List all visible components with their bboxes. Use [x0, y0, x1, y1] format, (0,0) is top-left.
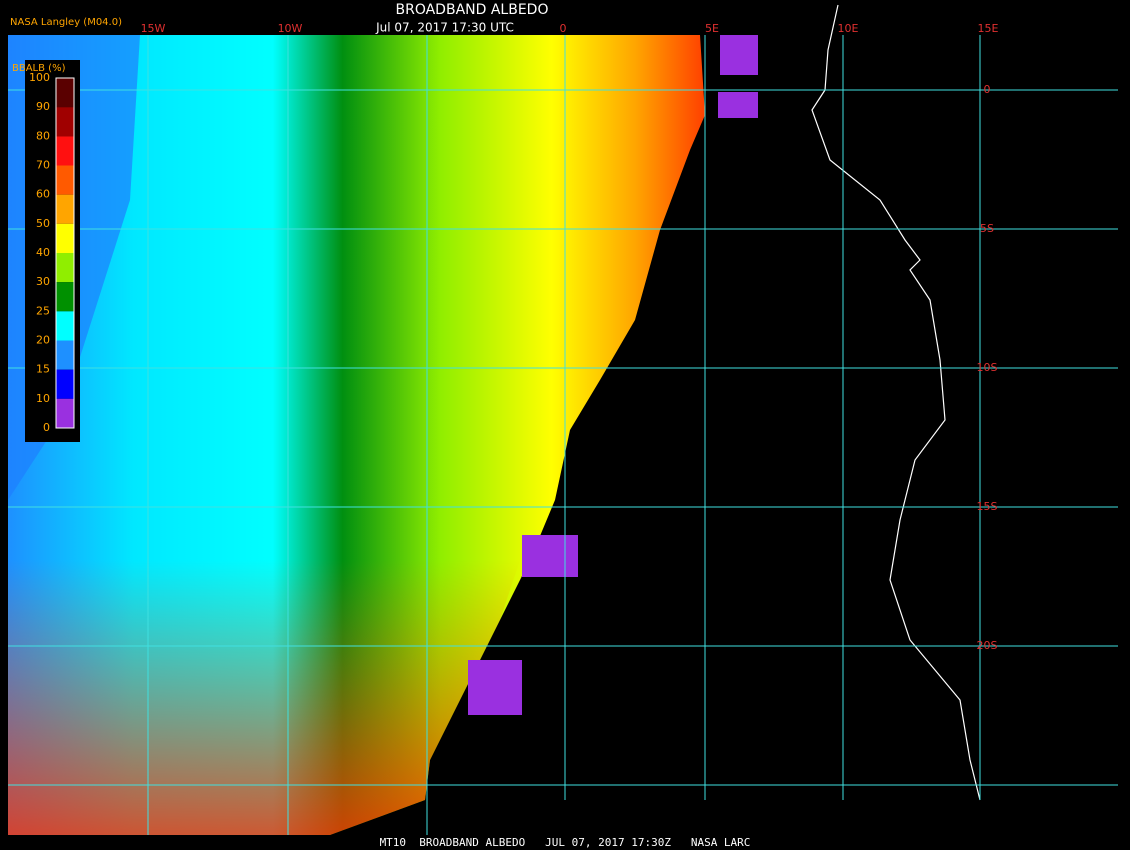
- title: BROADBAND ALBEDO: [396, 2, 549, 18]
- latitude-label: 10S: [977, 361, 998, 374]
- longitude-label: 10E: [838, 22, 859, 35]
- colorbar-label: BBALB (%): [12, 63, 66, 74]
- colorbar-segment: [56, 340, 74, 370]
- longitude-label: 10W: [278, 22, 303, 35]
- colorbar-segment: [56, 253, 74, 283]
- colorbar-tick-label: 60: [36, 188, 50, 201]
- colorbar-segment: [56, 223, 74, 253]
- colorbar-segment: [56, 107, 74, 137]
- longitude-label: 15W: [141, 22, 166, 35]
- colorbar-tick-label: 15: [36, 363, 50, 376]
- colorbar-segment: [56, 165, 74, 195]
- colorbar-segment: [56, 398, 74, 428]
- colorbar-tick-label: 0: [43, 421, 50, 434]
- colorbar-tick-label: 30: [36, 275, 50, 288]
- colorbar-segment: [56, 282, 74, 312]
- colorbar-frame: [55, 77, 75, 429]
- colorbar-segment: [56, 369, 74, 399]
- colorbar-tick-label: 10: [36, 392, 50, 405]
- colorbar-segment: [56, 78, 74, 108]
- colorbar-segment: [56, 194, 74, 224]
- footer: MT10 BROADBAND ALBEDO JUL 07, 2017 17:30…: [380, 836, 751, 849]
- subtitle: Jul 07, 2017 17:30 UTC: [375, 21, 514, 35]
- colorbar-tick-label: 100: [29, 71, 50, 84]
- latitude-label: 15S: [977, 500, 998, 513]
- colorbar-tick-label: 70: [36, 159, 50, 172]
- longitude-label: 0: [560, 22, 567, 35]
- latitude-label: 0: [984, 83, 991, 96]
- latitude-label: 20S: [977, 639, 998, 652]
- colorbar-segment: [56, 311, 74, 341]
- colorbar-segment: [56, 136, 74, 166]
- graticule: [8, 35, 1118, 835]
- albedo-field: [8, 35, 758, 835]
- colorbar-tick-label: 20: [36, 334, 50, 347]
- longitude-label: 5E: [705, 22, 719, 35]
- colorbar-tick-label: 80: [36, 129, 50, 142]
- source: NASA Langley (M04.0): [10, 17, 122, 28]
- longitude-label: 15E: [978, 22, 999, 35]
- coastline: [811, 4, 981, 801]
- colorbar-tick-label: 40: [36, 246, 50, 259]
- colorbar-tick-label: 50: [36, 217, 50, 230]
- latitude-label: 5S: [980, 222, 994, 235]
- colorbar-tick-label: 25: [36, 304, 50, 317]
- colorbar-tick-label: 90: [36, 100, 50, 113]
